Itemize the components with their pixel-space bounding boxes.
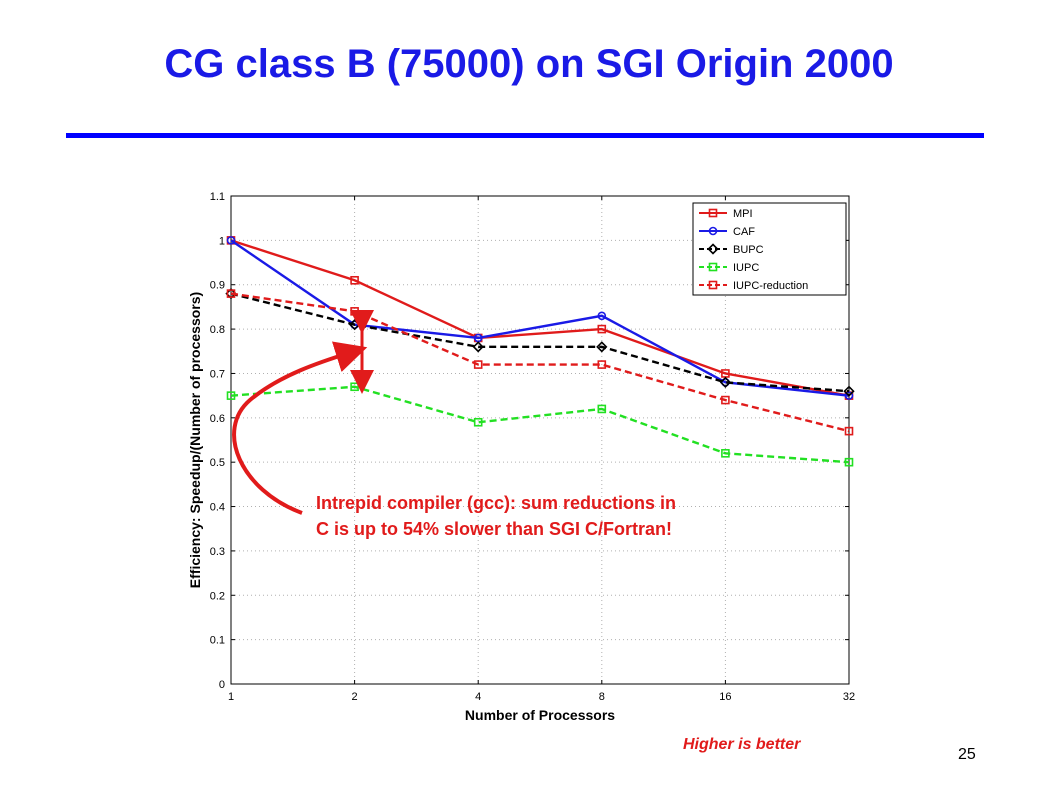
data-point <box>844 457 854 467</box>
data-point <box>707 243 719 255</box>
footer-note: Higher is better <box>683 736 801 753</box>
annotation-arrows <box>232 310 374 515</box>
x-tick-label: 8 <box>599 691 605 703</box>
x-tick-label: 1 <box>228 691 234 703</box>
y-tick-label: 0.5 <box>210 457 225 469</box>
data-point <box>597 324 607 334</box>
legend-item: CAF <box>699 226 755 238</box>
legend-label: IUPC <box>733 262 759 274</box>
data-point <box>708 262 718 272</box>
legend-item: IUPC-reduction <box>699 280 808 292</box>
y-tick-label: 0.8 <box>210 324 225 336</box>
y-tick-label: 1 <box>219 235 225 247</box>
data-point <box>844 426 854 436</box>
y-tick-label: 1.1 <box>210 191 225 203</box>
data-point <box>596 341 608 353</box>
y-tick-label: 0.7 <box>210 368 225 380</box>
series-iupc-reduction <box>226 289 854 436</box>
data-point <box>597 311 607 321</box>
series-line <box>230 385 850 464</box>
legend-item: MPI <box>699 208 753 220</box>
y-tick-label: 0.9 <box>210 280 225 292</box>
series-line <box>230 239 850 397</box>
data-point <box>226 236 236 245</box>
legend: MPI CAF BUPC IUPC IUPC-reduction <box>692 202 847 296</box>
data-point <box>226 391 236 400</box>
annotation-line-1: Intrepid compiler (gcc): sum reductions … <box>316 493 677 513</box>
series-line <box>230 292 850 393</box>
data-point <box>226 289 236 298</box>
slide-title: CG class B (75000) on SGI Origin 2000 <box>164 42 894 86</box>
x-tick-label: 16 <box>719 691 731 703</box>
page-number: 25 <box>958 746 976 763</box>
x-tick-label: 4 <box>475 691 481 703</box>
data-point <box>843 385 855 397</box>
legend-item: BUPC <box>699 243 764 256</box>
data-point <box>844 391 854 400</box>
title-underline <box>66 133 984 138</box>
y-tick-label: 0 <box>219 679 225 691</box>
legend-label: MPI <box>733 208 753 220</box>
axis-ticks: 0 0.1 0.2 0.3 0.4 0.5 0.6 0.7 0.8 0.9 1 1.1 1 2 4 8 16 32 <box>210 191 855 703</box>
series-line <box>230 292 850 433</box>
grid-lines <box>231 196 849 684</box>
data-point <box>472 341 484 353</box>
data-point <box>473 360 483 369</box>
legend-label: IUPC-reduction <box>733 280 808 292</box>
y-tick-label: 0.4 <box>210 502 225 514</box>
legend-label: CAF <box>733 226 755 238</box>
x-tick-label: 2 <box>352 691 358 703</box>
y-tick-label: 0.3 <box>210 546 225 558</box>
x-axis-label: Number of Processors <box>465 707 615 723</box>
data-point <box>708 208 718 218</box>
legend-label: BUPC <box>733 244 764 256</box>
data-point <box>721 395 730 405</box>
data-point <box>708 226 718 236</box>
data-point <box>719 376 732 388</box>
data-point <box>597 404 607 414</box>
series-line <box>230 239 850 397</box>
data-point <box>350 275 359 285</box>
y-tick-label: 0.2 <box>210 590 225 602</box>
x-tick-label: 32 <box>843 691 855 703</box>
data-point <box>473 417 483 427</box>
annotation-line-2: C is up to 54% slower than SGI C/Fortran… <box>316 519 673 539</box>
annotation-text: Intrepid compiler (gcc): sum reductions … <box>316 490 836 542</box>
y-tick-label: 0.1 <box>210 635 225 647</box>
data-point <box>708 280 718 290</box>
series-lines <box>225 236 855 467</box>
data-point <box>721 449 730 458</box>
y-axis-label: Efficiency: Speedup/(Number of processor… <box>187 292 203 588</box>
y-tick-label: 0.6 <box>210 413 225 425</box>
data-point <box>597 360 607 369</box>
legend-item: IUPC <box>699 262 759 274</box>
pointer-arrow <box>232 341 368 515</box>
